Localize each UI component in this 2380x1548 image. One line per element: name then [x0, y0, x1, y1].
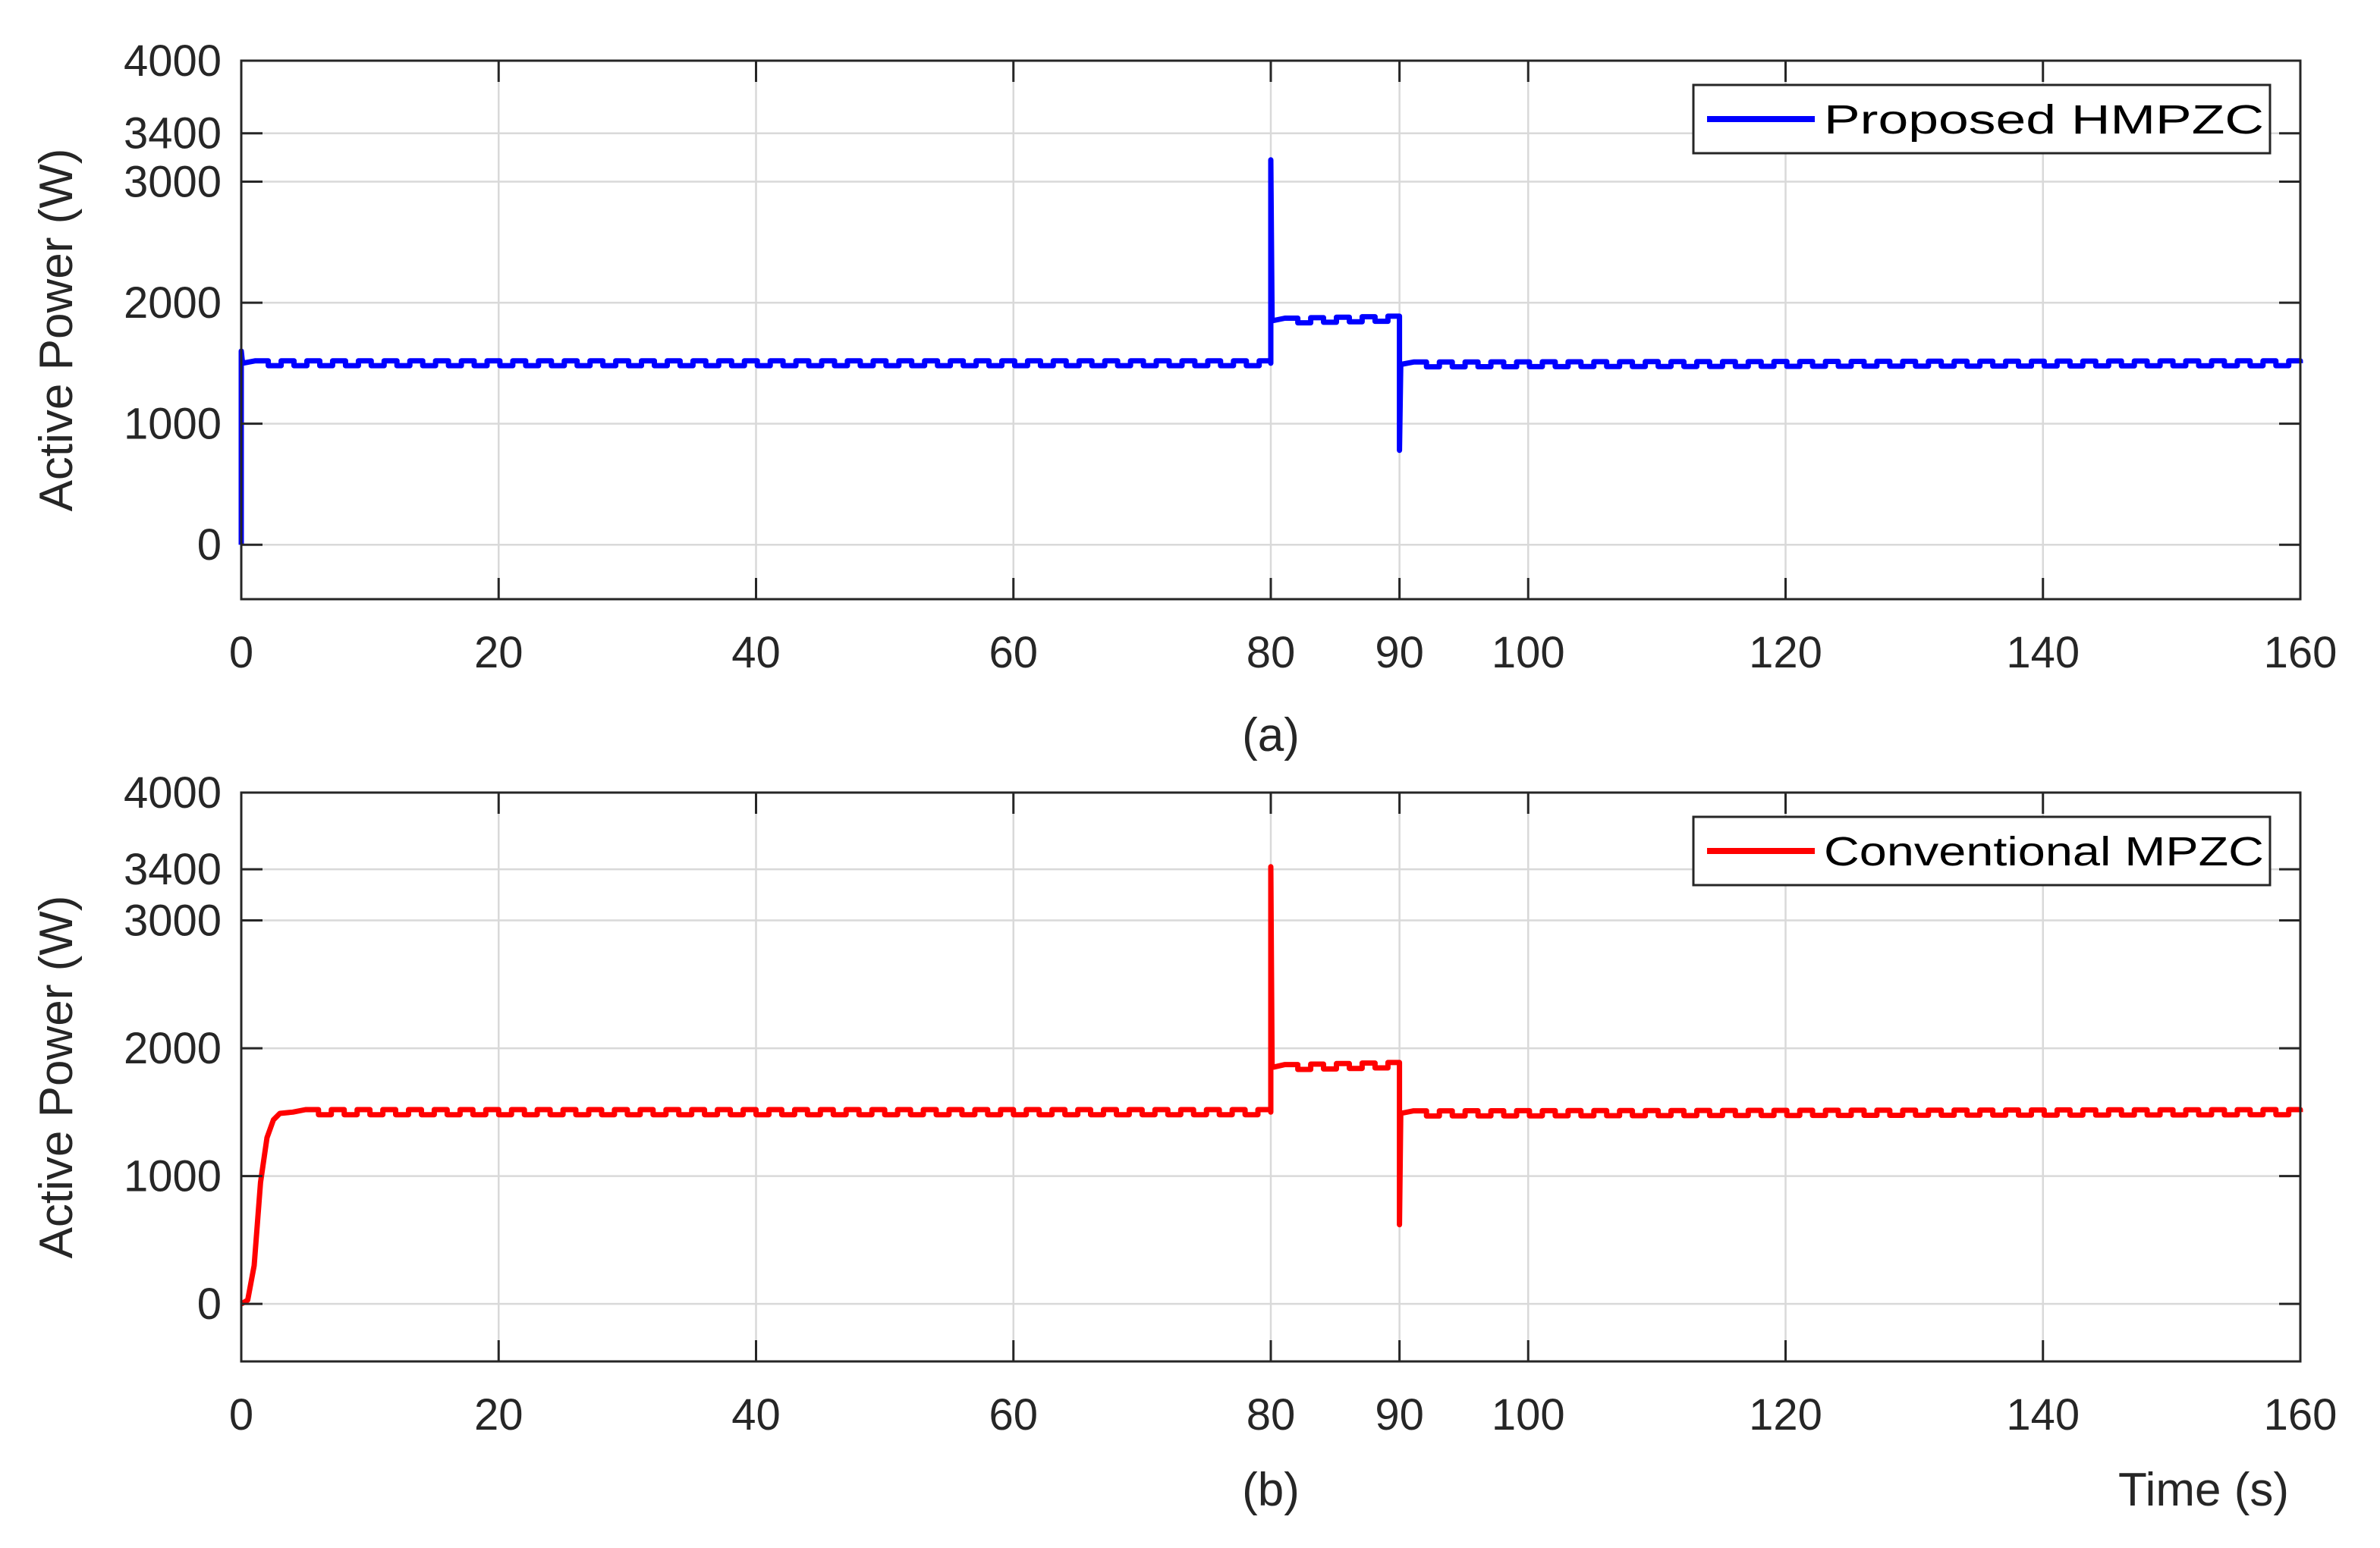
x-tick-label: 40: [731, 628, 781, 677]
x-tick-label: 80: [1247, 628, 1296, 677]
x-tick-label: 0: [229, 1390, 253, 1440]
chart-panel-b: 0 20 40 60 80 90 100 120 140 160 0 1000 2000 30003400…: [30, 768, 2337, 1516]
panel-caption: (a): [1242, 709, 1300, 761]
y-tick-label: 2000: [124, 1024, 222, 1073]
x-tick-label: 0: [229, 628, 253, 677]
x-tick-label: 120: [1749, 1390, 1822, 1440]
x-tick-label: 90: [1375, 1390, 1424, 1440]
chart-panel-a: 0 20 40 60 80 90 100 120 140 160 0 1000 2000 30003400…: [30, 36, 2337, 761]
x-tick-label: 90: [1375, 628, 1424, 677]
legend: Conventional MPZC: [1692, 815, 2272, 887]
y-tick-label: 4000: [124, 768, 222, 818]
x-tick-label: 40: [731, 1390, 781, 1440]
legend-label: Proposed HMPZC: [1824, 97, 2264, 143]
x-tick-label: 20: [474, 1390, 523, 1440]
y-tick-label: 3000: [124, 158, 222, 207]
tick-labels: 0 20 40 60 80 90 100 120 140 160 0 1000 2000 30003400…: [124, 36, 2337, 677]
x-tick-label: 20: [474, 628, 523, 677]
x-tick-label: 140: [2006, 1390, 2080, 1440]
plot-frame: [240, 791, 2302, 1363]
legend: Proposed HMPZC: [1692, 83, 2272, 155]
legend-label: Conventional MPZC: [1824, 829, 2264, 874]
y-axis-label: Active Power (W): [30, 149, 83, 512]
y-tick-label: 0: [197, 1280, 222, 1329]
y-tick-label: 3000: [124, 896, 222, 946]
y-tick-label: 1000: [124, 400, 222, 449]
y-tick-label: 3400: [124, 845, 222, 894]
y-tick-label: 2000: [124, 278, 222, 328]
plot-frame: [240, 59, 2302, 601]
series-line: [240, 864, 2303, 1307]
x-tick-label: 120: [1749, 628, 1822, 677]
y-axis-label: Active Power (W): [30, 896, 83, 1259]
panel-caption: (b): [1242, 1464, 1300, 1516]
data-lines: [238, 157, 2303, 545]
x-tick-label: 160: [2264, 1390, 2338, 1440]
y-tick-label: 1000: [124, 1152, 222, 1201]
x-tick-label: 80: [1247, 1390, 1296, 1440]
series-line: [238, 157, 2303, 545]
x-tick-label: 60: [989, 1390, 1038, 1440]
x-tick-label: 160: [2264, 628, 2338, 677]
y-tick-label: 0: [197, 520, 222, 570]
x-tick-label: 140: [2006, 628, 2080, 677]
x-tick-label: 100: [1492, 1390, 1565, 1440]
tick-labels: 0 20 40 60 80 90 100 120 140 160 0 1000 2000 30003400…: [124, 768, 2337, 1440]
y-tick-label: 4000: [124, 36, 222, 86]
y-tick-label: 3400: [124, 109, 222, 159]
x-axis-label: Time (s): [2118, 1464, 2289, 1516]
x-tick-label: 100: [1492, 628, 1565, 677]
data-lines: [240, 864, 2303, 1307]
x-tick-label: 60: [989, 628, 1038, 677]
